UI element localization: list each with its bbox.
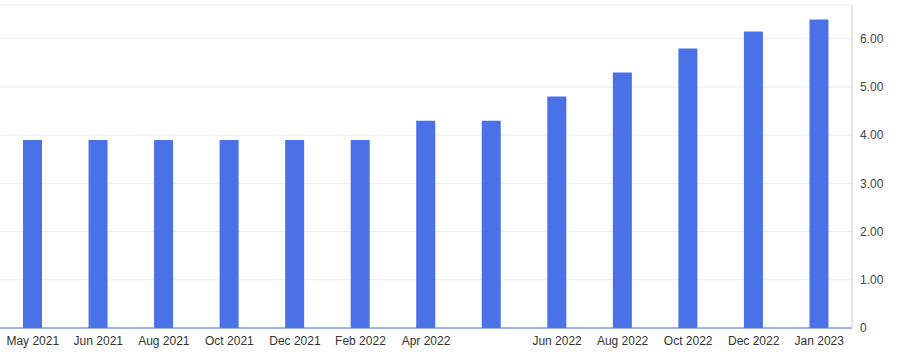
svg-text:Feb 2022: Feb 2022 bbox=[335, 334, 386, 348]
svg-text:1.00: 1.00 bbox=[860, 273, 884, 287]
svg-text:Aug 2021: Aug 2021 bbox=[138, 334, 190, 348]
svg-text:Dec 2022: Dec 2022 bbox=[728, 334, 780, 348]
svg-text:5.00: 5.00 bbox=[860, 80, 884, 94]
svg-text:Jun 2021: Jun 2021 bbox=[74, 334, 124, 348]
svg-text:Aug 2022: Aug 2022 bbox=[597, 334, 649, 348]
svg-text:3.00: 3.00 bbox=[860, 177, 884, 191]
svg-text:2.00: 2.00 bbox=[860, 225, 884, 239]
svg-text:Jun 2022: Jun 2022 bbox=[532, 334, 582, 348]
svg-text:4.00: 4.00 bbox=[860, 128, 884, 142]
svg-text:Apr 2022: Apr 2022 bbox=[402, 334, 451, 348]
svg-text:Oct 2021: Oct 2021 bbox=[205, 334, 254, 348]
svg-text:Oct 2022: Oct 2022 bbox=[664, 334, 713, 348]
svg-text:May 2021: May 2021 bbox=[8, 334, 59, 348]
svg-text:6.00: 6.00 bbox=[860, 32, 884, 46]
svg-text:Dec 2021: Dec 2021 bbox=[269, 334, 321, 348]
svg-text:Jan 2023: Jan 2023 bbox=[795, 334, 845, 348]
svg-text:0: 0 bbox=[860, 321, 867, 335]
